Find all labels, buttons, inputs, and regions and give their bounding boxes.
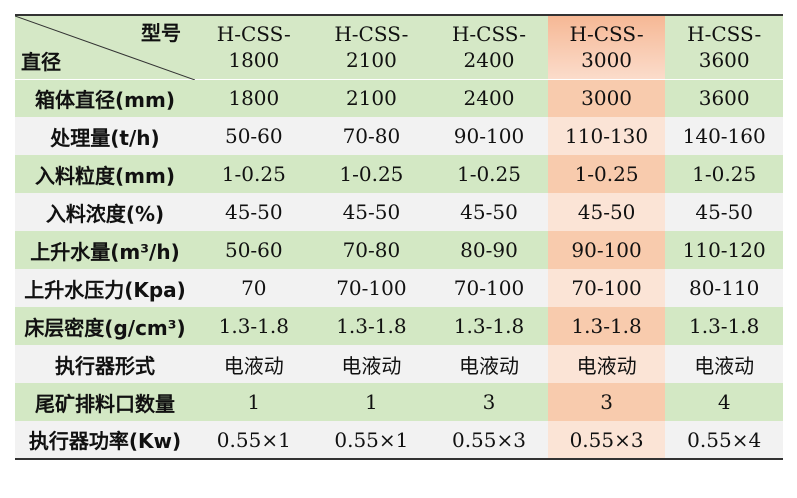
cell: 3 [430, 383, 548, 421]
table-row: 处理量(t/h) 50-60 70-80 90-100 110-130 140-160 [15, 117, 783, 155]
cell: 45-50 [312, 193, 431, 231]
column-header: H-CSS-3600 [665, 15, 783, 80]
cell: 1 [312, 383, 431, 421]
cell: 3600 [665, 79, 783, 117]
cell: 45-50 [195, 193, 313, 231]
column-header: H-CSS-3000 [547, 15, 666, 80]
row-label: 入料浓度(%) [15, 193, 195, 231]
row-label: 床层密度(g/cm³) [15, 307, 195, 345]
diagonal [15, 16, 195, 80]
cell: 45-50 [665, 193, 783, 231]
table-row: 入料浓度(%) 45-50 45-50 45-50 45-50 45-50 [15, 193, 783, 231]
table-row: 上升水量(m³/h) 50-60 70-80 80-90 90-100 110-120 [15, 231, 783, 269]
cell: 1-0.25 [312, 155, 431, 193]
cell: 0.55×3 [430, 421, 548, 459]
cell: 110-120 [665, 231, 783, 269]
cell: 2100 [312, 79, 431, 117]
cell: 3000 [547, 79, 666, 117]
cell: 0.55×3 [547, 421, 666, 459]
cell: 70-100 [430, 269, 548, 307]
cell: 90-100 [547, 231, 666, 269]
cell: 70 [195, 269, 313, 307]
table-row: 床层密度(g/cm³) 1.3-1.8 1.3-1.8 1.3-1.8 1.3-1.8 1… [15, 307, 783, 345]
cell: 4 [665, 383, 783, 421]
cell: 70-100 [547, 269, 666, 307]
cell: 90-100 [430, 117, 548, 155]
cell: 1.3-1.8 [312, 307, 431, 345]
cell: 电液动 [312, 345, 431, 383]
cell: 电液动 [195, 345, 313, 383]
table-body: 型号 直径 H-CSS-1800 H-CSS-2100 H-CSS-2400 H-CS… [15, 15, 783, 459]
cell: 0.55×1 [195, 421, 313, 459]
cell: 1 [195, 383, 313, 421]
table-row: 执行器功率(Kw) 0.55×1 0.55×1 0.55×3 0.55×3 0.55×4 [15, 421, 783, 459]
cell: 1-0.25 [547, 155, 666, 193]
row-label: 执行器形式 [15, 345, 195, 383]
row-label: 尾矿排料口数量 [15, 383, 195, 421]
column-header: H-CSS-2400 [430, 15, 548, 80]
cell: 0.55×4 [665, 421, 783, 459]
cell: 1-0.25 [195, 155, 313, 193]
cell: 80-110 [665, 269, 783, 307]
cell: 电液动 [665, 345, 783, 383]
corner-bottom: 直径 [21, 49, 61, 74]
cell: 1-0.25 [665, 155, 783, 193]
row-label: 箱体直径(mm) [15, 79, 195, 117]
cell: 1-0.25 [430, 155, 548, 193]
cell: 电液动 [547, 345, 666, 383]
cell: 45-50 [430, 193, 548, 231]
cell: 0.55×1 [312, 421, 431, 459]
table-row: 箱体直径(mm) 1800 2100 2400 3000 3600 [15, 79, 783, 117]
table-row: 入料粒度(mm) 1-0.25 1-0.25 1-0.25 1-0.25 1-0.25 [15, 155, 783, 193]
cell: 70-100 [312, 269, 431, 307]
cell: 1.3-1.8 [665, 307, 783, 345]
cell: 50-60 [195, 117, 313, 155]
row-label: 处理量(t/h) [15, 117, 195, 155]
table-row: 尾矿排料口数量 1 1 3 3 4 [15, 383, 783, 421]
spec-table: 型号 直径 H-CSS-1800 H-CSS-2100 H-CSS-2400 H-CS… [15, 14, 783, 460]
corner-top: 型号 [141, 21, 181, 45]
cell: 70-80 [312, 117, 431, 155]
cell: 1800 [195, 79, 313, 117]
cell: 1.3-1.8 [430, 307, 548, 345]
corner-cell: 型号 直径 [15, 15, 195, 80]
cell: 50-60 [195, 231, 313, 269]
header-row: 型号 直径 H-CSS-1800 H-CSS-2100 H-CSS-2400 H-CS… [15, 15, 783, 80]
cell: 140-160 [665, 117, 783, 155]
table-row: 执行器形式 电液动 电液动 电液动 电液动 电液动 [15, 345, 783, 383]
row-label: 上升水量(m³/h) [15, 231, 195, 269]
row-label: 执行器功率(Kw) [15, 421, 195, 459]
cell: 1.3-1.8 [195, 307, 313, 345]
cell: 1.3-1.8 [547, 307, 666, 345]
cell: 80-90 [430, 231, 548, 269]
column-header: H-CSS-2100 [312, 15, 431, 80]
cell: 2400 [430, 79, 548, 117]
row-label: 上升水压力(Kpa) [15, 269, 195, 307]
table-row: 上升水压力(Kpa) 70 70-100 70-100 70-100 80-110 [15, 269, 783, 307]
cell: 电液动 [430, 345, 548, 383]
cell: 70-80 [312, 231, 431, 269]
cell: 110-130 [547, 117, 666, 155]
row-label: 入料粒度(mm) [15, 155, 195, 193]
cell: 3 [547, 383, 666, 421]
column-header: H-CSS-1800 [195, 15, 313, 80]
cell: 45-50 [547, 193, 666, 231]
